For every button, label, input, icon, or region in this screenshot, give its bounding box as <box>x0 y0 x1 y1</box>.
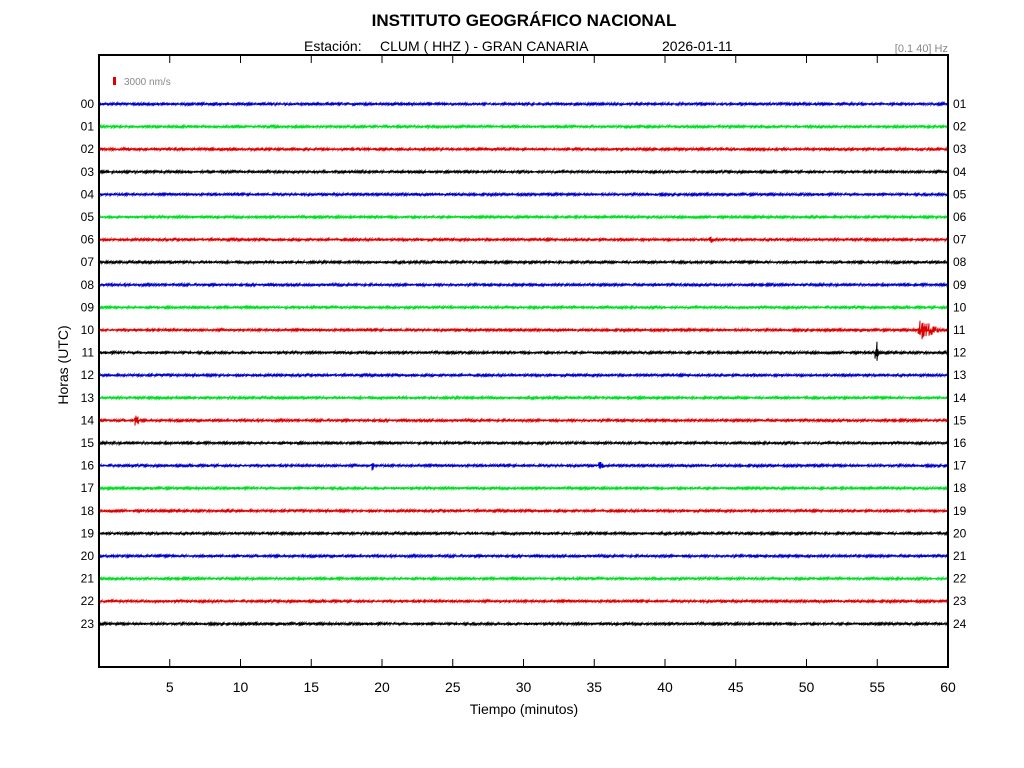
trace-group <box>98 100 949 627</box>
trace-hour-18 <box>98 507 949 514</box>
left-hour-label: 13 <box>81 391 95 405</box>
left-hour-label: 18 <box>81 504 95 518</box>
x-axis-title: Tiempo (minutos) <box>470 701 578 717</box>
left-hour-label: 23 <box>81 617 95 631</box>
trace-hour-03 <box>98 168 949 175</box>
hour-labels: 00 01 01 02 02 03 03 04 04 05 05 06 06 07 07 08 08 09 09 10… <box>81 97 967 631</box>
right-hour-label: 10 <box>953 300 967 314</box>
trace-hour-07 <box>98 259 949 266</box>
right-hour-label: 22 <box>953 572 967 586</box>
right-hour-label: 16 <box>953 436 967 450</box>
trace-hour-05 <box>98 213 949 221</box>
right-hour-label: 19 <box>953 504 967 518</box>
right-hour-label: 12 <box>953 346 967 360</box>
x-tick-label: 50 <box>799 679 815 695</box>
left-hour-label: 05 <box>81 210 95 224</box>
trace-hour-20 <box>98 552 949 560</box>
scale-bar-label: 3000 nm/s <box>124 77 171 88</box>
trace-hour-21 <box>98 575 949 582</box>
right-hour-label: 15 <box>953 413 967 427</box>
plot-frame <box>98 54 949 668</box>
right-hour-label: 07 <box>953 233 967 247</box>
filter-band: [0.1 40] Hz <box>895 43 948 55</box>
left-hour-label: 12 <box>81 368 95 382</box>
left-hour-label: 17 <box>81 481 95 495</box>
trace-hour-10 <box>98 320 949 340</box>
x-tick-label: 40 <box>657 679 673 695</box>
trace-hour-15 <box>98 439 949 447</box>
x-tick-label: 25 <box>445 679 461 695</box>
right-hour-label: 24 <box>953 617 967 631</box>
left-hour-label: 08 <box>81 278 95 292</box>
trace-hour-01 <box>98 123 949 130</box>
x-axis-ticks: 5 10 15 20 25 30 35 40 45 50 55 60 <box>166 55 956 695</box>
left-hour-label: 00 <box>81 97 95 111</box>
right-hour-label: 14 <box>953 391 967 405</box>
trace-hour-23 <box>98 620 949 627</box>
x-tick-label: 55 <box>869 679 885 695</box>
station-label: Estación: <box>304 38 362 54</box>
left-hour-label: 20 <box>81 549 95 563</box>
right-hour-label: 20 <box>953 526 967 540</box>
x-tick-label: 35 <box>586 679 602 695</box>
right-hour-label: 17 <box>953 459 967 473</box>
x-tick-label: 5 <box>166 679 174 695</box>
x-tick-label: 45 <box>728 679 744 695</box>
left-hour-label: 06 <box>81 233 95 247</box>
trace-hour-22 <box>98 598 949 605</box>
left-hour-label: 10 <box>81 323 95 337</box>
station-name: CLUM ( HHZ ) - GRAN CANARIA <box>380 38 589 54</box>
scale-bar <box>113 77 116 85</box>
trace-hour-19 <box>98 530 949 537</box>
x-tick-label: 20 <box>374 679 390 695</box>
x-tick-label: 60 <box>940 679 956 695</box>
left-hour-label: 22 <box>81 594 95 608</box>
trace-hour-02 <box>98 146 949 153</box>
right-hour-label: 01 <box>953 97 967 111</box>
left-hour-label: 03 <box>81 165 95 179</box>
left-hour-label: 09 <box>81 300 95 314</box>
right-hour-label: 08 <box>953 255 967 269</box>
trace-hour-00 <box>98 100 949 108</box>
x-tick-label: 10 <box>233 679 249 695</box>
trace-hour-06 <box>98 236 949 243</box>
left-hour-label: 19 <box>81 526 95 540</box>
left-hour-label: 11 <box>82 346 95 360</box>
left-hour-label: 15 <box>81 436 95 450</box>
right-hour-label: 09 <box>953 278 967 292</box>
left-hour-label: 01 <box>81 120 95 134</box>
left-hour-label: 02 <box>81 142 95 156</box>
left-hour-label: 07 <box>81 255 95 269</box>
right-hour-label: 04 <box>953 165 967 179</box>
trace-hour-11 <box>98 341 949 361</box>
right-hour-label: 05 <box>953 187 967 201</box>
x-tick-label: 15 <box>303 679 319 695</box>
trace-hour-08 <box>98 281 949 288</box>
right-hour-label: 18 <box>953 481 967 495</box>
trace-hour-16 <box>98 461 949 471</box>
x-tick-label: 30 <box>516 679 532 695</box>
recording-date: 2026-01-11 <box>662 38 733 54</box>
trace-hour-17 <box>98 485 949 492</box>
trace-hour-12 <box>98 372 949 379</box>
right-hour-label: 21 <box>953 549 967 563</box>
right-hour-label: 06 <box>953 210 967 224</box>
trace-hour-13 <box>98 394 949 401</box>
left-hour-label: 04 <box>81 187 95 201</box>
chart-title: INSTITUTO GEOGRÁFICO NACIONAL <box>372 11 677 30</box>
y-axis-title: Horas (UTC) <box>55 325 71 404</box>
left-hour-label: 14 <box>81 413 95 427</box>
right-hour-label: 11 <box>953 323 966 337</box>
left-hour-label: 21 <box>81 572 95 586</box>
trace-hour-09 <box>98 304 949 311</box>
trace-hour-14 <box>98 415 949 426</box>
right-hour-label: 02 <box>953 120 967 134</box>
trace-hour-04 <box>98 191 949 198</box>
right-hour-label: 23 <box>953 594 967 608</box>
right-hour-label: 13 <box>953 368 967 382</box>
left-hour-label: 16 <box>81 459 95 473</box>
right-hour-label: 03 <box>953 142 967 156</box>
